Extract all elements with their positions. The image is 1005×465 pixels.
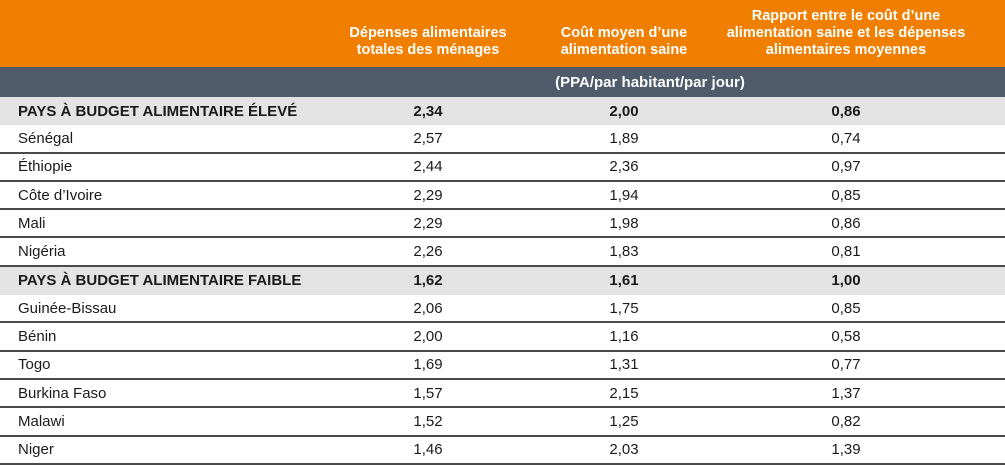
- healthy-diet-cost-cell: 1,98: [609, 214, 639, 232]
- table-row: Niger 1,46 2,03 1,39: [0, 437, 1005, 465]
- header-blank: [0, 0, 330, 67]
- row-label: Burkina Faso: [18, 384, 107, 402]
- table-row: Bénin 2,00 1,16 0,58: [0, 323, 1005, 352]
- healthy-diet-cost-cell: 1,83: [609, 243, 639, 261]
- ratio-cell: 0,85: [831, 186, 861, 204]
- healthy-diet-cost-cell: 2,36: [609, 158, 639, 176]
- total-food-spending-cell: 1,62: [413, 272, 443, 290]
- group-row: PAYS À BUDGET ALIMENTAIRE FAIBLE 1,62 1,61…: [0, 266, 1005, 296]
- healthy-diet-cost-cell: 1,75: [609, 299, 639, 317]
- units-label: (PPA/par habitant/par jour): [555, 73, 745, 91]
- total-food-spending-cell: 2,06: [413, 299, 443, 317]
- row-label: Malawi: [18, 412, 65, 430]
- table-body: PAYS À BUDGET ALIMENTAIRE ÉLEVÉ 2,34 2,00 0…: [0, 97, 1005, 465]
- total-food-spending-cell: 2,29: [413, 186, 443, 204]
- total-food-spending-cell: 2,44: [413, 158, 443, 176]
- ratio-cell: 0,82: [831, 412, 861, 430]
- group-row: PAYS À BUDGET ALIMENTAIRE ÉLEVÉ 2,34 2,00 0…: [0, 97, 1005, 126]
- row-label: Mali: [18, 214, 46, 232]
- ratio-cell: 0,74: [831, 129, 861, 147]
- table-row: Éthiopie 2,44 2,36 0,97: [0, 154, 1005, 182]
- table-row: Malawi 1,52 1,25 0,82: [0, 408, 1005, 437]
- table-row: Nigéria 2,26 1,83 0,81: [0, 238, 1005, 267]
- ratio-cell: 0,97: [831, 158, 861, 176]
- total-food-spending-cell: 2,26: [413, 243, 443, 261]
- total-food-spending-cell: 1,57: [413, 384, 443, 402]
- total-food-spending-cell: 2,57: [413, 129, 443, 147]
- row-label: Nigéria: [18, 243, 66, 261]
- table-row: Mali 2,29 1,98 0,86: [0, 210, 1005, 239]
- healthy-diet-cost-cell: 1,31: [609, 356, 639, 374]
- row-label: Guinée-Bissau: [18, 299, 117, 317]
- ratio-cell: 0,58: [831, 328, 861, 346]
- ratio-cell: 0,77: [831, 356, 861, 374]
- table-row: Côte d’Ivoire 2,29 1,94 0,85: [0, 182, 1005, 211]
- total-food-spending-cell: 2,29: [413, 214, 443, 232]
- row-label: Niger: [18, 441, 54, 459]
- healthy-diet-cost-cell: 2,03: [609, 441, 639, 459]
- healthy-diet-cost-cell: 1,16: [609, 328, 639, 346]
- table-row: Sénégal 2,57 1,89 0,74: [0, 125, 1005, 154]
- total-food-spending-cell: 1,46: [413, 441, 443, 459]
- table-row: Togo 1,69 1,31 0,77: [0, 352, 1005, 380]
- units-bar: (PPA/par habitant/par jour): [0, 67, 1005, 97]
- ratio-cell: 0,86: [831, 214, 861, 232]
- healthy-diet-cost-cell: 1,89: [609, 129, 639, 147]
- ratio-cell: 0,85: [831, 299, 861, 317]
- ratio-cell: 0,86: [831, 102, 861, 120]
- total-food-spending-cell: 1,52: [413, 412, 443, 430]
- healthy-diet-cost-cell: 2,15: [609, 384, 639, 402]
- row-label: Éthiopie: [18, 158, 73, 176]
- ratio-cell: 1,00: [831, 272, 861, 290]
- header-total-food-spending: Dépenses alimentaires totales des ménage…: [349, 25, 507, 58]
- healthy-diet-cost-cell: 2,00: [609, 102, 639, 120]
- ratio-cell: 1,39: [831, 441, 861, 459]
- ratio-cell: 0,81: [831, 243, 861, 261]
- healthy-diet-cost-cell: 1,61: [609, 272, 639, 290]
- row-label: PAYS À BUDGET ALIMENTAIRE ÉLEVÉ: [18, 102, 298, 120]
- row-label: PAYS À BUDGET ALIMENTAIRE FAIBLE: [18, 272, 302, 290]
- total-food-spending-cell: 2,00: [413, 328, 443, 346]
- row-label: Bénin: [18, 328, 57, 346]
- row-label: Togo: [18, 356, 51, 374]
- ratio-cell: 1,37: [831, 384, 861, 402]
- row-label: Côte d’Ivoire: [18, 186, 103, 204]
- table-header: Dépenses alimentaires totales des ménage…: [0, 0, 1005, 67]
- healthy-diet-cost-cell: 1,94: [609, 186, 639, 204]
- total-food-spending-cell: 1,69: [413, 356, 443, 374]
- header-healthy-diet-cost: Coût moyen d’une alimentation saine: [560, 25, 688, 58]
- total-food-spending-cell: 2,34: [413, 102, 443, 120]
- row-label: Sénégal: [18, 129, 74, 147]
- table-row: Burkina Faso 1,57 2,15 1,37: [0, 380, 1005, 409]
- header-ratio: Rapport entre le coût d’une alimentation…: [726, 8, 966, 58]
- healthy-diet-cost-cell: 1,25: [609, 412, 639, 430]
- table-row: Guinée-Bissau 2,06 1,75 0,85: [0, 295, 1005, 324]
